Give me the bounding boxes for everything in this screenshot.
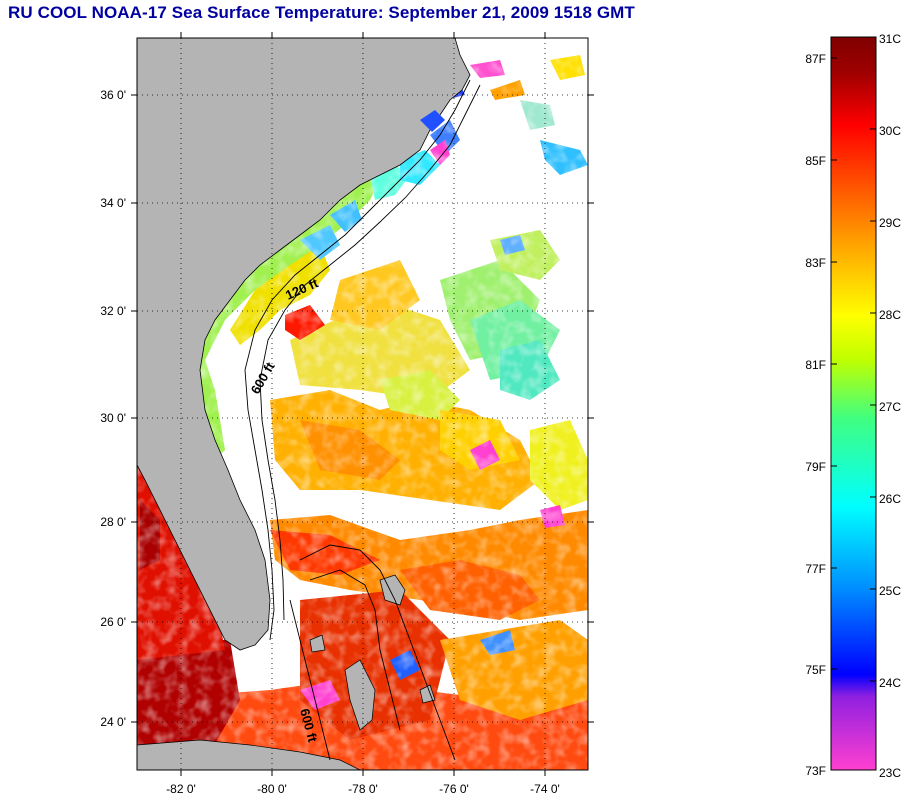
celsius-ticks (870, 36, 876, 771)
latitude-labels: 36 0' 34 0' 32 0' 30 0' 28 0' 26 0' 24 0… (100, 88, 126, 729)
axis-ticks (131, 32, 594, 776)
lat-lon-grid (137, 38, 588, 770)
celsius-label: 31C (879, 32, 901, 46)
lat-label: 34 0' (100, 196, 126, 210)
fahrenheit-label: 75F (805, 663, 826, 677)
map-title: RU COOL NOAA-17 Sea Surface Temperature:… (8, 3, 635, 22)
celsius-label: 26C (879, 492, 901, 506)
fahrenheit-label: 83F (805, 256, 826, 270)
fahrenheit-label: 79F (805, 460, 826, 474)
lat-label: 28 0' (100, 515, 126, 529)
lat-label: 24 0' (100, 715, 126, 729)
celsius-label: 23C (879, 766, 901, 780)
longitude-labels: -82 0' -80 0' -78 0' -76 0' -74 0' (166, 782, 560, 796)
bathymetry-contours (244, 79, 481, 761)
lon-label: -78 0' (348, 782, 378, 796)
colorbar-gradient (830, 36, 877, 771)
celsius-label: 24C (879, 676, 901, 690)
celsius-label: 25C (879, 584, 901, 598)
celsius-labels: 31C 30C 29C 28C 27C 26C 25C 24C 23C (879, 32, 901, 780)
lon-label: -82 0' (166, 782, 196, 796)
celsius-label: 29C (879, 216, 901, 230)
fahrenheit-label: 87F (805, 52, 826, 66)
lat-label: 30 0' (100, 411, 126, 425)
lat-label: 36 0' (100, 88, 126, 102)
celsius-label: 28C (879, 308, 901, 322)
lat-label: 26 0' (100, 615, 126, 629)
lat-label: 32 0' (100, 304, 126, 318)
fahrenheit-label: 77F (805, 562, 826, 576)
fahrenheit-label: 81F (805, 358, 826, 372)
fahrenheit-ticks (831, 57, 837, 771)
fahrenheit-label: 73F (805, 764, 826, 778)
cuba-land (137, 739, 361, 770)
fahrenheit-label: 85F (805, 154, 826, 168)
lon-label: -76 0' (439, 782, 469, 796)
lon-label: -80 0' (257, 782, 287, 796)
celsius-label: 27C (879, 400, 901, 414)
fahrenheit-labels: 87F 85F 83F 81F 79F 77F 75F 73F (805, 52, 826, 778)
celsius-label: 30C (879, 124, 901, 138)
lon-label: -74 0' (530, 782, 560, 796)
